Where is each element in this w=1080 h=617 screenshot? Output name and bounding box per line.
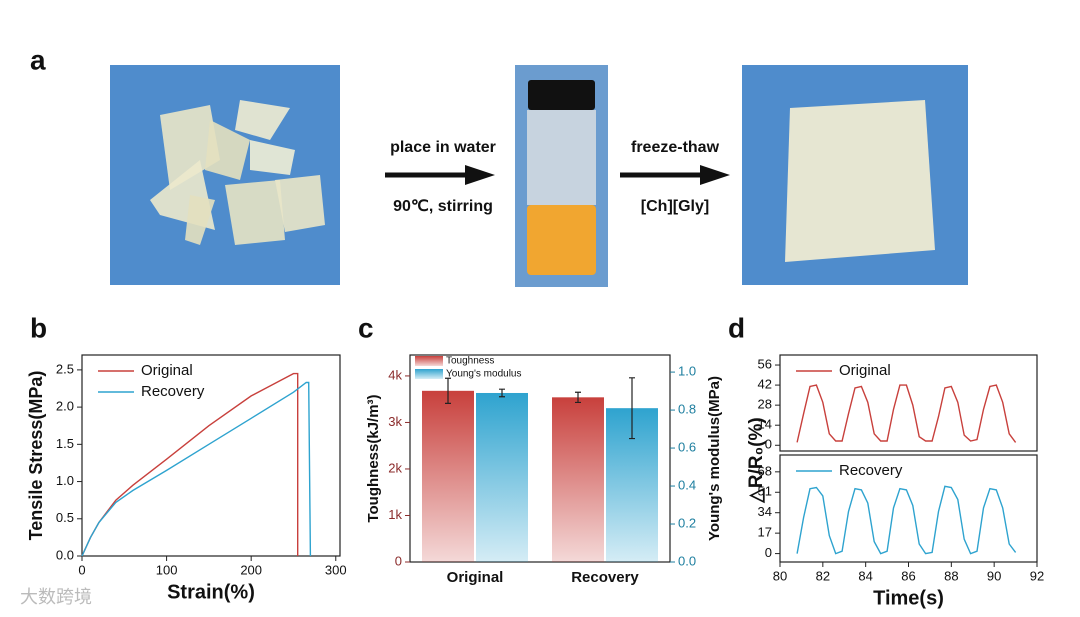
y-tick-label: 2k — [388, 460, 402, 475]
error-bar — [629, 377, 635, 440]
legend-label: Young's modulus — [446, 369, 521, 380]
panel-label: c — [358, 312, 374, 343]
y2-axis-label: Young's modulus(MPa) — [706, 376, 723, 541]
x-tick-label: 80 — [773, 568, 787, 583]
y-tick-label: 2.5 — [56, 361, 74, 376]
plot-frame — [779, 354, 1038, 452]
bar — [476, 392, 528, 562]
panel-label: a — [30, 44, 46, 75]
y-tick-label: 3k — [388, 414, 402, 429]
arrows — [385, 165, 730, 185]
y-tick-label: 1k — [388, 507, 402, 522]
y-tick-label: 68 — [758, 463, 772, 478]
y-tick-label: 4k — [388, 367, 402, 382]
y-tick-label: 28 — [758, 397, 772, 412]
y-tick-label: 0 — [395, 553, 402, 568]
y-tick-label: 1.0 — [678, 364, 696, 379]
x-tick-label: Recovery — [571, 569, 639, 586]
bar — [422, 390, 474, 562]
y-tick-label: 0 — [765, 545, 772, 560]
x-tick-label: 88 — [944, 568, 958, 583]
legend-label: Toughness — [446, 356, 494, 367]
step-label: [Ch][Gly] — [641, 198, 709, 215]
y-tick-label: 17 — [758, 525, 772, 540]
y-tick-label: 0 — [765, 437, 772, 452]
error-bar — [575, 391, 581, 404]
x-tick-label: 90 — [987, 568, 1001, 583]
error-bar — [499, 388, 505, 398]
x-tick-label: 200 — [240, 562, 262, 577]
x-tick-label: 84 — [858, 568, 872, 583]
y-tick-label: 0.0 — [678, 553, 696, 568]
y-tick-label: 0.5 — [56, 510, 74, 525]
y-tick-label: 1.0 — [56, 473, 74, 488]
panel-label: b — [30, 312, 47, 343]
data-line — [81, 381, 312, 557]
photo-vial — [515, 65, 608, 287]
y-tick-label: 56 — [758, 356, 772, 371]
plot-frame — [409, 354, 671, 563]
y-tick-label: 0.0 — [56, 547, 74, 562]
step-label: 90℃, stirring — [393, 198, 493, 215]
legend-label: Original — [141, 362, 193, 379]
x-tick-label: 86 — [901, 568, 915, 583]
panel-label: d — [728, 312, 745, 343]
y-axis-label: Toughness(kJ/m³) — [365, 394, 382, 522]
data-line — [796, 384, 1017, 443]
x-axis-label: Time(s) — [873, 587, 944, 609]
legend-swatch — [415, 369, 443, 379]
legend-label: Recovery — [141, 383, 205, 400]
y-axis-label: △R/R₀(%) — [746, 417, 767, 503]
x-tick-label: 0 — [78, 562, 85, 577]
x-axis-label: Strain(%) — [167, 581, 255, 603]
legend-label: Original — [839, 362, 891, 379]
legend-label: Recovery — [839, 462, 903, 479]
y-tick-label: 0.2 — [678, 515, 696, 530]
bar — [552, 397, 604, 562]
step-label: place in water — [390, 139, 496, 156]
x-tick-label: 82 — [816, 568, 830, 583]
y-tick-label: 1.5 — [56, 436, 74, 451]
step-label: freeze-thaw — [631, 139, 720, 156]
x-tick-label: 300 — [325, 562, 347, 577]
y-tick-label: 51 — [758, 484, 772, 499]
y-tick-label: 14 — [758, 417, 772, 432]
y-tick-label: 42 — [758, 377, 772, 392]
error-bar — [445, 377, 451, 404]
photo-pieces — [110, 65, 340, 285]
x-tick-label: 100 — [156, 562, 178, 577]
data-line — [796, 485, 1017, 555]
y-tick-label: 34 — [758, 504, 772, 519]
photo-film — [742, 65, 968, 285]
plot-frame — [81, 354, 341, 557]
y-tick-label: 2.0 — [56, 399, 74, 414]
watermark: 大数跨境 — [20, 587, 92, 607]
data-line — [81, 372, 299, 557]
x-tick-label: 92 — [1030, 568, 1044, 583]
legend-swatch — [415, 356, 443, 366]
y-tick-label: 0.8 — [678, 402, 696, 417]
y-tick-label: 0.6 — [678, 439, 696, 454]
y-tick-label: 0.4 — [678, 477, 696, 492]
x-tick-label: Original — [447, 569, 504, 586]
y-axis-label: Tensile Stress(MPa) — [26, 371, 46, 541]
